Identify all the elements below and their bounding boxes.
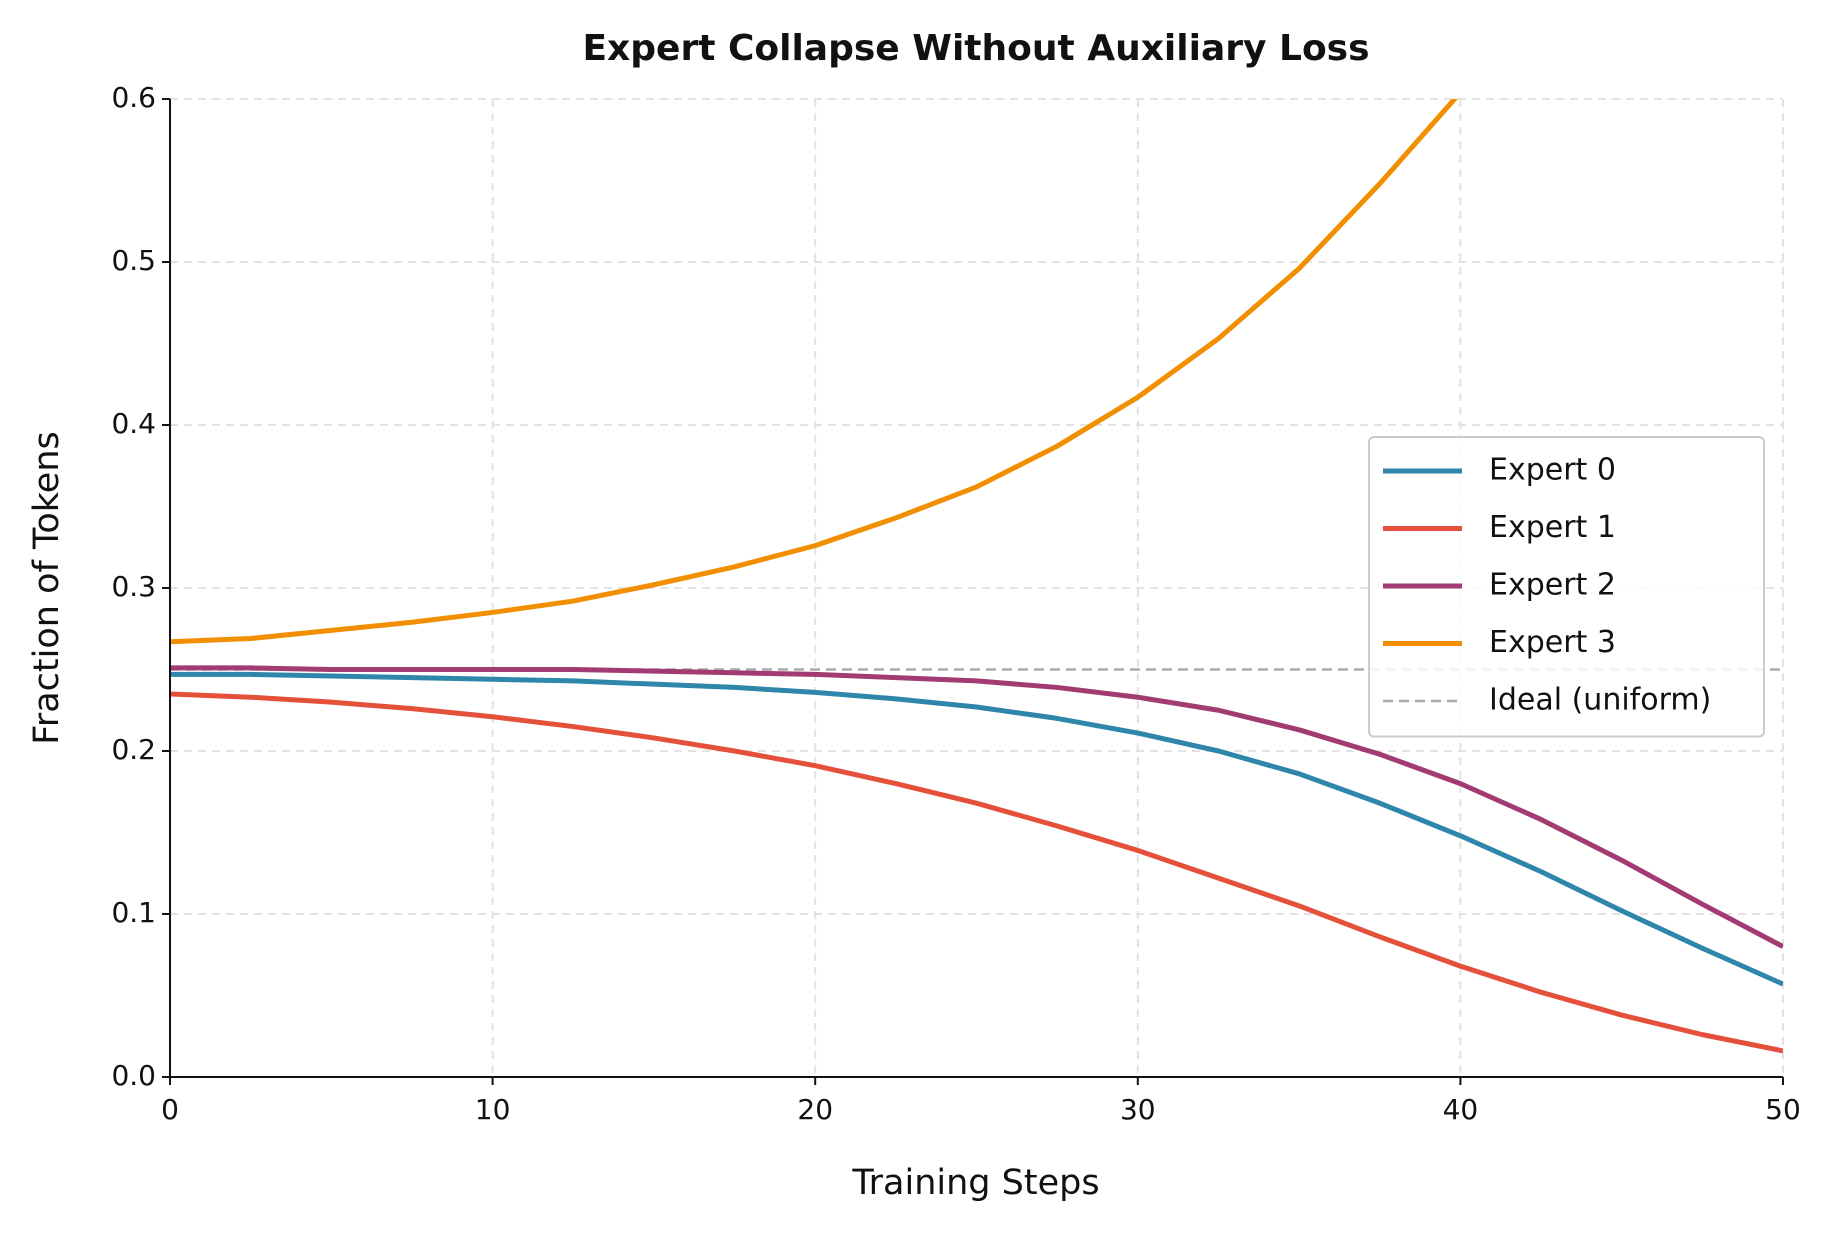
y-tick-label: 0.5 — [111, 244, 156, 277]
series-line — [170, 671, 1783, 987]
legend-label: Expert 2 — [1489, 568, 1616, 603]
series-line — [170, 691, 1783, 1054]
x-tick-label: 20 — [797, 1093, 833, 1126]
series-line — [170, 99, 1458, 645]
series-line — [170, 665, 1783, 949]
legend-label: Expert 1 — [1489, 510, 1616, 545]
legend-label: Expert 0 — [1489, 453, 1616, 488]
y-tick-label: 0.6 — [111, 81, 156, 114]
y-tick-label: 0.1 — [111, 896, 156, 929]
legend-label: Expert 3 — [1489, 625, 1616, 660]
x-axis-label: Training Steps — [851, 1163, 1099, 1203]
x-tick-label: 30 — [1120, 1093, 1156, 1126]
x-tick-label: 0 — [161, 1093, 179, 1126]
y-tick-label: 0.4 — [111, 407, 156, 440]
x-tick-label: 40 — [1443, 1093, 1479, 1126]
y-axis-label: Fraction of Tokens — [27, 431, 67, 745]
x-tick-label: 10 — [475, 1093, 511, 1126]
chart-title: Expert Collapse Without Auxiliary Loss — [582, 28, 1369, 69]
y-tick-label: 0.3 — [111, 570, 156, 603]
legend-label: Ideal (uniform) — [1489, 683, 1711, 718]
y-tick-label: 0.0 — [111, 1059, 156, 1092]
legend-box — [1368, 436, 1765, 738]
x-tick-label: 50 — [1765, 1093, 1801, 1126]
y-tick-label: 0.2 — [111, 733, 156, 766]
